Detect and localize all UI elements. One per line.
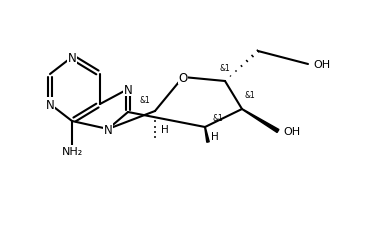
Text: N: N (68, 51, 76, 64)
Text: NH₂: NH₂ (61, 146, 83, 156)
Text: &1: &1 (220, 63, 231, 72)
Text: OH: OH (283, 126, 300, 136)
Polygon shape (205, 127, 209, 143)
Text: OH: OH (313, 60, 330, 70)
Text: &1: &1 (245, 90, 255, 99)
Text: H: H (161, 124, 169, 134)
Text: H: H (211, 131, 219, 141)
Text: N: N (46, 98, 54, 111)
Text: N: N (124, 83, 132, 96)
Text: N: N (104, 123, 112, 136)
Text: O: O (178, 71, 188, 84)
Text: &1: &1 (139, 95, 150, 104)
Polygon shape (242, 109, 279, 133)
Text: &1: &1 (213, 113, 223, 122)
